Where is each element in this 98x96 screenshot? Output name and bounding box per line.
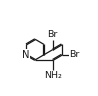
Text: N: N [22, 50, 30, 60]
Text: NH₂: NH₂ [44, 71, 62, 80]
Text: Br: Br [70, 50, 80, 59]
Text: Br: Br [47, 30, 58, 39]
